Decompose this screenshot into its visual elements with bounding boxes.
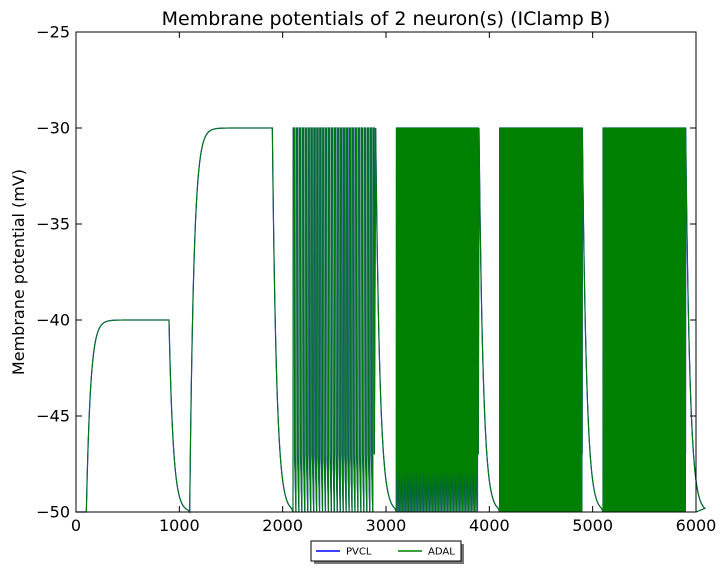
series-layer (76, 127, 706, 514)
chart-title: Membrane potentials of 2 neuron(s) (ICla… (162, 8, 611, 30)
axis-layer: 0 1000 2000 3000 4000 5000 6000 −25 −30 −35 −40 −45… (36, 23, 716, 536)
legend-label-pvcl: PVCL (346, 547, 372, 558)
x-tick-label: 3000 (366, 516, 407, 535)
y-tick-label: −50 (36, 503, 70, 522)
legend-box (310, 540, 462, 562)
x-tick-label: 5000 (572, 516, 613, 535)
y-tick-label: −35 (36, 215, 70, 234)
legend: PVCL ADAL (310, 540, 464, 564)
x-tick-label: 2000 (262, 516, 303, 535)
x-tick-label: 0 (71, 516, 81, 535)
legend-label-adal: ADAL (428, 547, 455, 558)
y-tick-label: −30 (36, 119, 70, 138)
series-line-adal (76, 127, 706, 514)
y-tick-label: −25 (36, 23, 70, 42)
x-tick-label: 1000 (159, 516, 200, 535)
y-tick-label: −45 (36, 407, 70, 426)
y-tick-label: −40 (36, 311, 70, 330)
x-tick-label: 6000 (676, 516, 717, 535)
x-tick-label: 4000 (469, 516, 510, 535)
y-axis-label: Membrane potential (mV) (9, 169, 28, 375)
